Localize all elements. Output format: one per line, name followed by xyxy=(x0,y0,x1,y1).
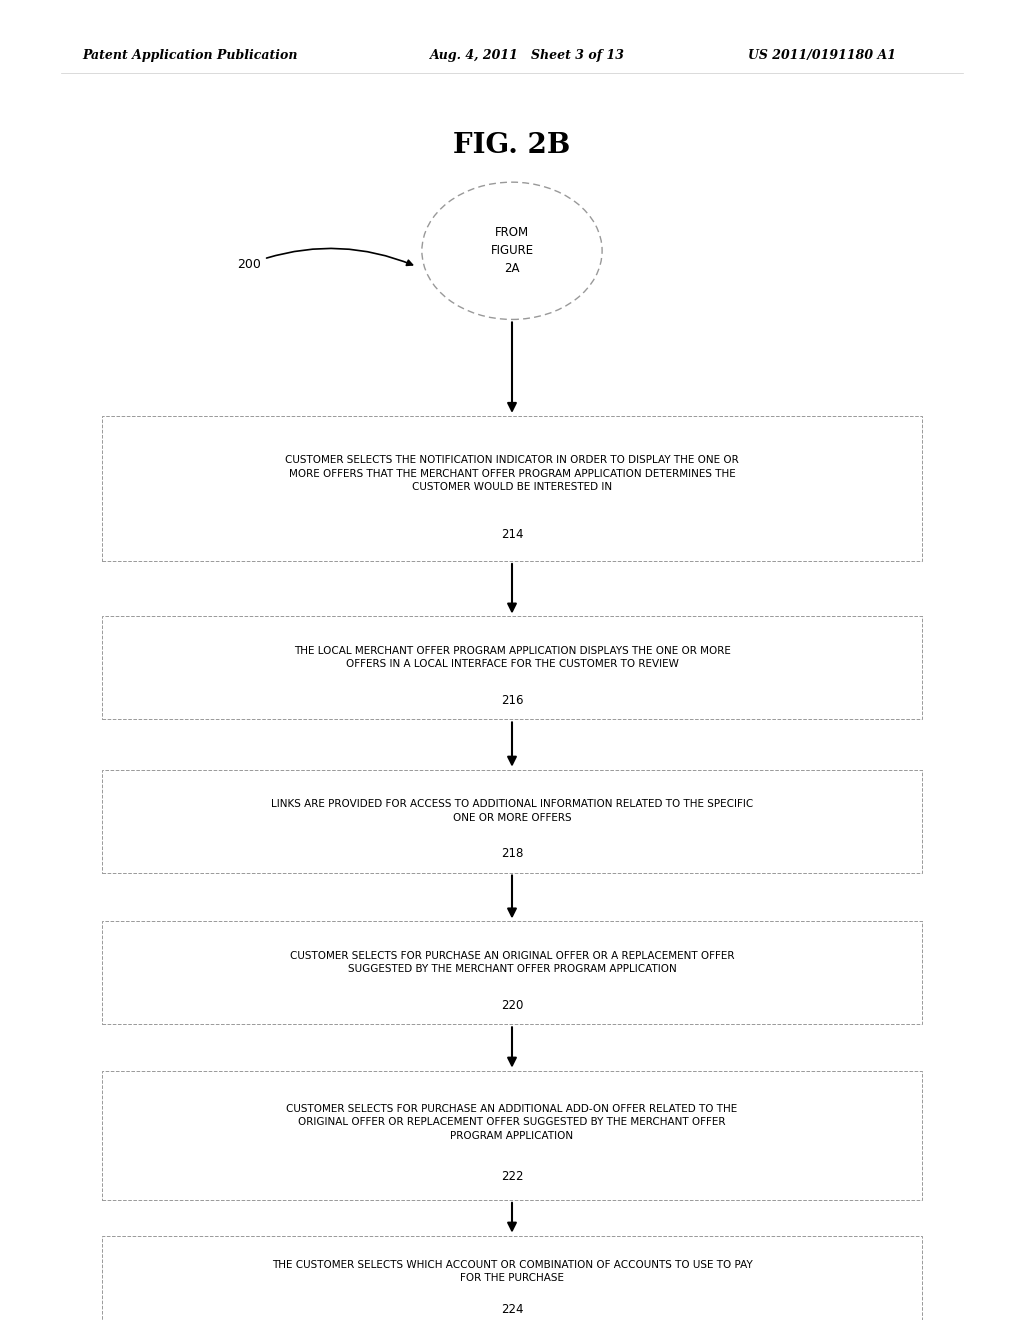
Text: THE CUSTOMER SELECTS WHICH ACCOUNT OR COMBINATION OF ACCOUNTS TO USE TO PAY
FOR : THE CUSTOMER SELECTS WHICH ACCOUNT OR CO… xyxy=(271,1259,753,1283)
Text: 222: 222 xyxy=(501,1170,523,1183)
Text: 220: 220 xyxy=(501,999,523,1012)
Text: 216: 216 xyxy=(501,694,523,708)
Text: 218: 218 xyxy=(501,847,523,861)
Bar xyxy=(102,616,922,719)
Text: US 2011/0191180 A1: US 2011/0191180 A1 xyxy=(748,49,896,62)
Bar xyxy=(102,1071,922,1200)
Text: Aug. 4, 2011   Sheet 3 of 13: Aug. 4, 2011 Sheet 3 of 13 xyxy=(430,49,625,62)
Text: 214: 214 xyxy=(501,528,523,541)
Text: THE LOCAL MERCHANT OFFER PROGRAM APPLICATION DISPLAYS THE ONE OR MORE
OFFERS IN : THE LOCAL MERCHANT OFFER PROGRAM APPLICA… xyxy=(294,645,730,669)
Text: Patent Application Publication: Patent Application Publication xyxy=(82,49,297,62)
Text: CUSTOMER SELECTS THE NOTIFICATION INDICATOR IN ORDER TO DISPLAY THE ONE OR
MORE : CUSTOMER SELECTS THE NOTIFICATION INDICA… xyxy=(285,455,739,492)
Text: FROM
FIGURE
2A: FROM FIGURE 2A xyxy=(490,226,534,276)
Text: CUSTOMER SELECTS FOR PURCHASE AN ORIGINAL OFFER OR A REPLACEMENT OFFER
SUGGESTED: CUSTOMER SELECTS FOR PURCHASE AN ORIGINA… xyxy=(290,950,734,974)
Bar xyxy=(102,416,922,561)
Text: 224: 224 xyxy=(501,1303,523,1316)
Text: CUSTOMER SELECTS FOR PURCHASE AN ADDITIONAL ADD-ON OFFER RELATED TO THE
ORIGINAL: CUSTOMER SELECTS FOR PURCHASE AN ADDITIO… xyxy=(287,1104,737,1140)
Text: 200: 200 xyxy=(238,248,413,271)
Bar xyxy=(102,921,922,1024)
Bar xyxy=(102,1236,922,1320)
Bar xyxy=(102,770,922,873)
Text: FIG. 2B: FIG. 2B xyxy=(454,132,570,158)
Text: LINKS ARE PROVIDED FOR ACCESS TO ADDITIONAL INFORMATION RELATED TO THE SPECIFIC
: LINKS ARE PROVIDED FOR ACCESS TO ADDITIO… xyxy=(271,799,753,822)
